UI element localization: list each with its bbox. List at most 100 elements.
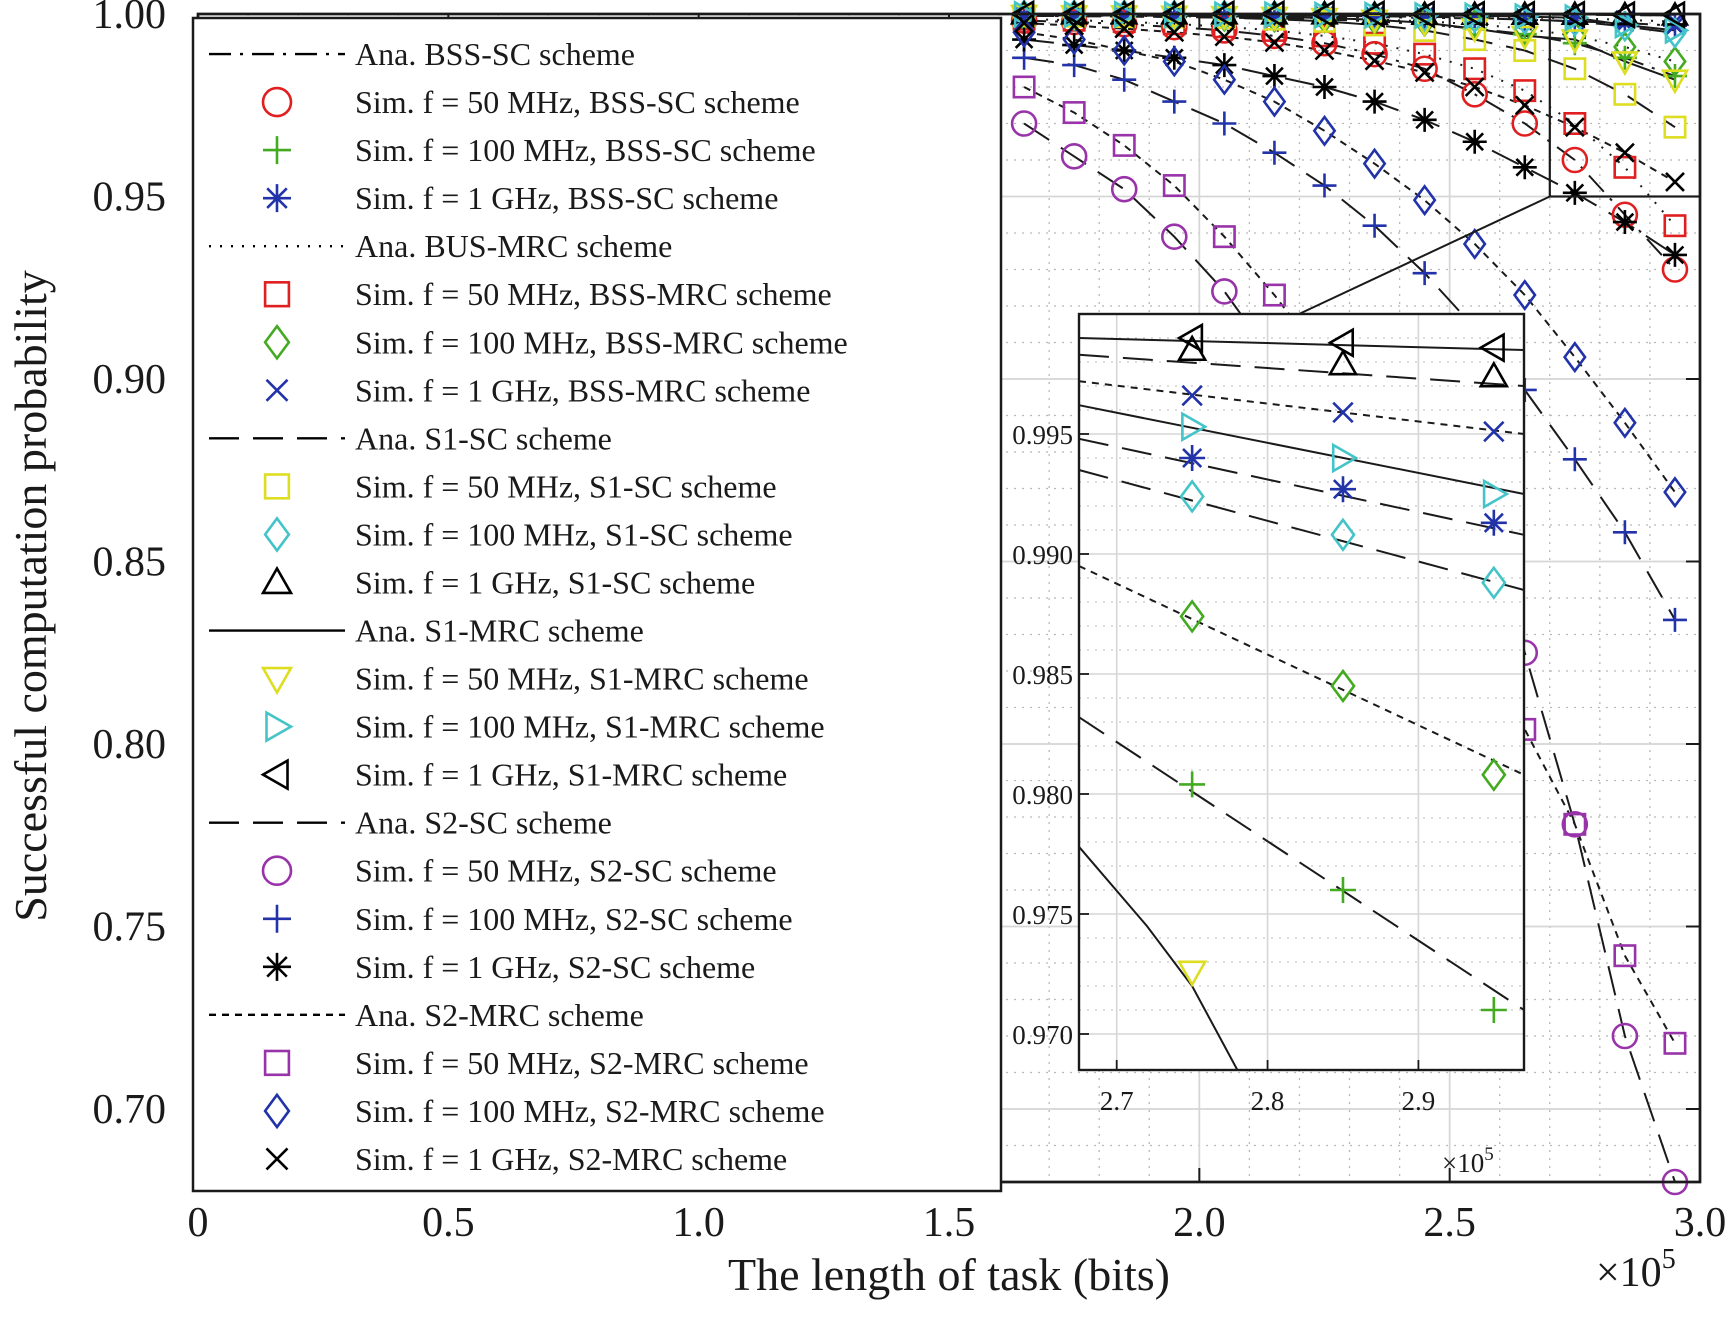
legend-marker-swatch bbox=[261, 855, 293, 887]
inset-data-point bbox=[1176, 322, 1204, 354]
data-point bbox=[1663, 476, 1687, 509]
legend-label: Sim. f = 100 MHz, S1-MRC scheme bbox=[355, 709, 825, 745]
y-tick-label: 0.80 bbox=[93, 722, 167, 768]
data-point bbox=[1312, 75, 1337, 99]
x-multiplier-base: ×10 bbox=[1596, 1250, 1662, 1296]
inset-analytic-curve bbox=[1078, 565, 1525, 776]
inset-data-point bbox=[1330, 517, 1356, 552]
legend-marker-swatch bbox=[263, 1049, 291, 1077]
data-point bbox=[1112, 34, 1137, 67]
legend-marker-swatch bbox=[260, 758, 289, 791]
inset-data-point bbox=[1176, 334, 1208, 362]
data-point bbox=[1613, 406, 1637, 439]
inset-x-multiplier-base: ×10 bbox=[1442, 1148, 1484, 1178]
y-tick-label: 0.70 bbox=[93, 1087, 167, 1133]
inset-data-point bbox=[1181, 411, 1208, 443]
legend-label: Ana. BUS-MRC scheme bbox=[355, 228, 672, 264]
inset-y-tick-label: 0.980 bbox=[1012, 780, 1073, 810]
data-point bbox=[1360, 9, 1389, 35]
analytic-curve bbox=[1023, 56, 1676, 621]
data-point bbox=[1613, 944, 1637, 968]
inset-analytic-curve bbox=[1078, 404, 1525, 495]
inset-data-point bbox=[1331, 442, 1359, 474]
y-tick-label: 0.75 bbox=[93, 905, 167, 951]
data-point bbox=[1513, 38, 1537, 62]
data-point bbox=[1164, 22, 1185, 43]
data-point bbox=[1110, 175, 1138, 203]
data-point bbox=[1062, 23, 1086, 56]
inset-data-point bbox=[1179, 599, 1205, 634]
data-point bbox=[1162, 174, 1186, 198]
data-point bbox=[1564, 3, 1590, 32]
inset-background bbox=[1079, 314, 1524, 1070]
inset-analytic-curve bbox=[1078, 469, 1525, 591]
legend-marker-swatch bbox=[263, 136, 291, 165]
inset-data-point bbox=[1329, 476, 1356, 503]
legend-label: Sim. f = 50 MHz, S1-SC scheme bbox=[355, 468, 777, 504]
inset-data-point bbox=[1179, 445, 1206, 471]
data-point bbox=[1361, 40, 1388, 68]
inset-data-point bbox=[1480, 997, 1507, 1023]
data-point bbox=[1611, 1022, 1639, 1050]
data-point bbox=[1663, 115, 1687, 139]
legend-label: Ana. S2-SC scheme bbox=[355, 805, 612, 841]
inset-data-point bbox=[1327, 348, 1359, 376]
data-point bbox=[1563, 812, 1587, 836]
data-point bbox=[1362, 89, 1387, 114]
data-point bbox=[1112, 38, 1137, 63]
data-point bbox=[1211, 278, 1238, 305]
inset-x-tick-label: 2.9 bbox=[1402, 1086, 1436, 1116]
legend-label: Sim. f = 100 MHz, S2-MRC scheme bbox=[355, 1093, 825, 1129]
inset-y-tick-label: 0.970 bbox=[1012, 1020, 1073, 1050]
data-point bbox=[1212, 225, 1236, 249]
data-point bbox=[1562, 180, 1587, 205]
x-axis-multiplier: ×105 bbox=[1596, 1244, 1676, 1296]
data-point bbox=[1561, 146, 1589, 174]
data-point bbox=[1614, 10, 1640, 40]
inset-frame bbox=[1077, 312, 1526, 1072]
data-point bbox=[1262, 85, 1287, 118]
inset-analytic-curve bbox=[1078, 846, 1239, 1071]
data-point bbox=[1514, 95, 1535, 116]
data-point bbox=[1562, 447, 1587, 472]
legend-label: Sim. f = 50 MHz, S2-SC scheme bbox=[355, 853, 777, 889]
data-point bbox=[1411, 55, 1438, 83]
y-axis-title: Successful computation probability bbox=[5, 270, 56, 922]
data-point bbox=[1412, 184, 1437, 217]
inset-data-point bbox=[1482, 478, 1510, 510]
inset-x-tick-label: 2.7 bbox=[1100, 1086, 1134, 1116]
x-tick-label: 1.0 bbox=[672, 1200, 725, 1246]
data-point bbox=[1412, 107, 1437, 132]
inset-data-point bbox=[1478, 332, 1505, 363]
inset-y-tick-label: 0.995 bbox=[1012, 420, 1073, 450]
inset-analytic-curve bbox=[1078, 437, 1525, 536]
data-point bbox=[1414, 62, 1435, 83]
inset-data-point bbox=[1481, 565, 1507, 600]
legend-marker-swatch bbox=[263, 1092, 291, 1130]
y-tick-label: 1.00 bbox=[93, 0, 167, 38]
x-tick-label: 2.5 bbox=[1423, 1200, 1476, 1246]
legend-marker-swatch bbox=[263, 281, 291, 308]
data-point bbox=[1563, 57, 1587, 81]
data-point bbox=[1610, 51, 1640, 77]
data-point bbox=[1563, 112, 1587, 136]
y-tick-label: 0.90 bbox=[93, 357, 167, 403]
inset-analytic-curve bbox=[1078, 380, 1525, 435]
data-point bbox=[1062, 101, 1086, 125]
data-point bbox=[1114, 18, 1135, 39]
data-point bbox=[1264, 32, 1285, 53]
inset-data-point bbox=[1327, 327, 1355, 359]
legend-label: Ana. S1-MRC scheme bbox=[355, 613, 644, 649]
inset-y-tick-label: 0.990 bbox=[1012, 540, 1073, 570]
legend-label: Sim. f = 50 MHz, S2-MRC scheme bbox=[355, 1045, 809, 1081]
legend-marker-swatch bbox=[265, 1147, 289, 1171]
data-point bbox=[1010, 110, 1038, 137]
x-tick-label: 0.5 bbox=[422, 1200, 475, 1246]
legend-label: Ana. S1-SC scheme bbox=[355, 420, 612, 456]
data-point bbox=[1412, 261, 1437, 286]
data-point bbox=[1214, 26, 1235, 47]
data-point bbox=[1012, 75, 1036, 99]
data-point bbox=[1362, 213, 1387, 238]
legend-label: Sim. f = 1 GHz, S2-SC scheme bbox=[355, 949, 755, 985]
inset-data-point bbox=[1332, 401, 1354, 424]
